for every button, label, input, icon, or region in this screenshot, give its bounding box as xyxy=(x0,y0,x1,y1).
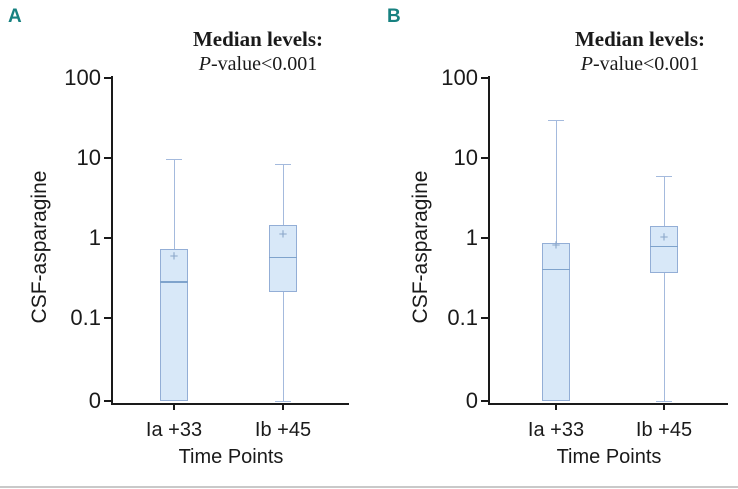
y-tick xyxy=(481,77,488,79)
whisker-upper-cap xyxy=(275,163,291,165)
y-tick xyxy=(104,157,111,159)
y-tick-label: 1 xyxy=(465,225,478,250)
median-line xyxy=(650,245,678,248)
y-tick-label: 0.1 xyxy=(70,305,101,330)
chart-title-line1: Median levels: xyxy=(574,27,706,51)
x-tick-label: Ia +33 xyxy=(527,419,585,441)
plot-area-b: 100 10 1 0.1 0 Ia +33 Ib +45 + + xyxy=(369,0,738,489)
y-tick-label: 0.1 xyxy=(447,305,478,330)
y-tick-label: 1 xyxy=(88,225,101,250)
box xyxy=(269,225,297,293)
panel-b: B Median levels: P-value<0.001 CSF-aspar… xyxy=(369,0,738,489)
x-tick-label: Ib +45 xyxy=(254,419,312,441)
whisker-upper-cap xyxy=(656,175,672,177)
x-tick-label: Ib +45 xyxy=(635,419,693,441)
panel-letter-a: A xyxy=(8,6,22,27)
y-tick xyxy=(104,400,111,402)
x-axis-title: Time Points xyxy=(178,446,284,468)
chart-title-line1: Median levels: xyxy=(192,27,324,51)
y-tick xyxy=(104,317,111,319)
pvalue-rest: -value<0.001 xyxy=(210,53,318,75)
x-axis-title: Time Points xyxy=(556,446,662,468)
y-tick-label: 100 xyxy=(441,65,478,90)
y-axis-line xyxy=(111,76,113,405)
whisker-upper-line xyxy=(174,159,175,249)
y-tick xyxy=(481,317,488,319)
y-tick xyxy=(481,400,488,402)
x-tick xyxy=(173,405,175,410)
y-tick-label: 0 xyxy=(88,388,101,413)
pvalue-italic-p: P xyxy=(580,53,593,75)
mean-marker: + xyxy=(169,247,179,265)
x-axis-line xyxy=(488,403,728,405)
x-tick xyxy=(282,405,284,410)
median-line xyxy=(160,281,188,283)
whisker-upper-line xyxy=(664,175,665,227)
pvalue-italic-p: P xyxy=(198,53,211,75)
whisker-upper-line xyxy=(556,119,557,243)
pvalue-rest: -value<0.001 xyxy=(592,53,700,75)
y-axis-line xyxy=(488,76,490,405)
y-tick-label: 10 xyxy=(453,145,478,170)
mean-marker: + xyxy=(659,229,669,246)
panel-a: A Median levels: P-value<0.001 CSF-aspar… xyxy=(8,6,349,468)
whisker-lower-cap xyxy=(275,401,291,402)
y-tick xyxy=(481,157,488,159)
y-tick xyxy=(104,77,111,79)
whisker-lower-line xyxy=(283,292,284,401)
median-line xyxy=(269,256,297,259)
whisker-upper-cap xyxy=(166,159,182,161)
y-tick xyxy=(104,237,111,239)
y-tick-label: 0 xyxy=(465,388,478,413)
chart-subtitle: P-value<0.001 xyxy=(575,52,705,76)
median-line xyxy=(542,268,570,271)
mean-marker: + xyxy=(551,236,561,254)
box xyxy=(160,248,188,401)
chart-title-b: Median levels: P-value<0.001 xyxy=(575,27,705,76)
box xyxy=(650,226,678,274)
mean-marker: + xyxy=(278,225,288,243)
whisker-upper-line xyxy=(283,163,284,226)
screenshot-bottom-border xyxy=(0,486,738,488)
chart-title-a: Median levels: P-value<0.001 xyxy=(193,27,323,76)
x-tick-label: Ia +33 xyxy=(145,419,203,441)
y-tick-label: 100 xyxy=(64,65,101,90)
whisker-lower-cap xyxy=(656,401,672,402)
x-tick xyxy=(555,405,557,410)
box xyxy=(542,242,570,401)
whisker-upper-cap xyxy=(548,119,564,121)
whisker-lower-line xyxy=(664,273,665,401)
x-tick xyxy=(663,405,665,410)
chart-subtitle: P-value<0.001 xyxy=(193,52,323,76)
y-tick-label: 10 xyxy=(76,145,101,170)
y-tick xyxy=(481,237,488,239)
plot-area-a: 100 10 1 0.1 0 Ia +33 Ib +45 + + xyxy=(64,65,349,441)
panel-letter-b: B xyxy=(387,6,401,27)
x-axis-line xyxy=(111,403,349,405)
